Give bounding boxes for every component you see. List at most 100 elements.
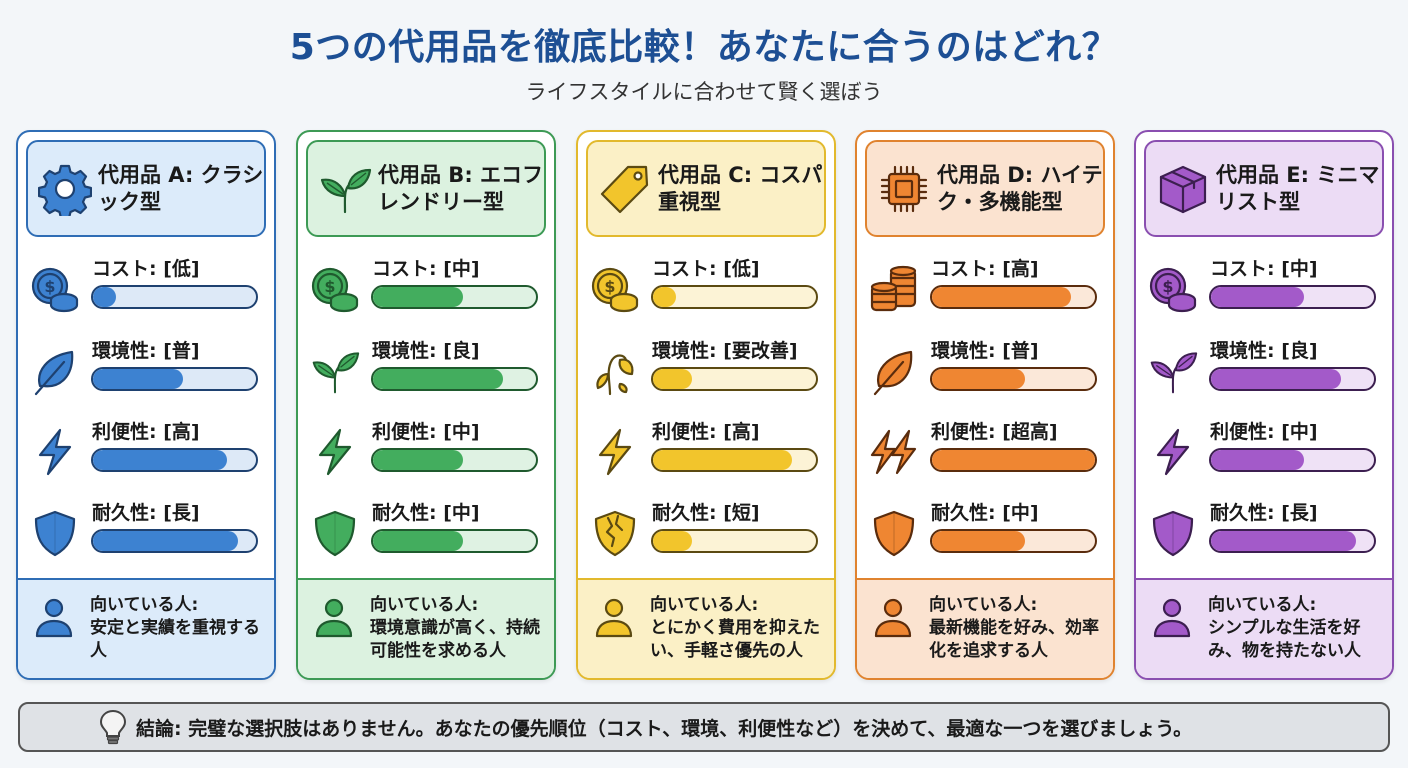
metric-row: $ コスト: [中] bbox=[1136, 254, 1392, 326]
rating-bar-fill bbox=[93, 369, 183, 389]
metric-label: 耐久性: [短] bbox=[652, 502, 760, 524]
svg-text:$: $ bbox=[324, 277, 335, 296]
rating-bar bbox=[1209, 285, 1376, 309]
wilted-plant-icon bbox=[590, 346, 640, 396]
metric-row: $ コスト: [低] bbox=[578, 254, 834, 326]
target-user-label: 向いている人: bbox=[370, 595, 479, 615]
card-title: 代用品 C: コスパ重視型 bbox=[658, 163, 823, 214]
card-title: 代用品 D: ハイテク・多機能型 bbox=[937, 163, 1103, 214]
card-header: 代用品 D: ハイテク・多機能型 bbox=[865, 140, 1105, 237]
rating-bar-fill bbox=[93, 287, 116, 307]
box-icon bbox=[1156, 162, 1210, 216]
rating-bar-fill bbox=[1211, 450, 1304, 470]
rating-bar bbox=[651, 367, 818, 391]
metric-label: 環境性: [要改善] bbox=[652, 340, 798, 362]
sprout-icon bbox=[1148, 346, 1198, 396]
target-user-text: シンプルな生活を好み、物を持たない人 bbox=[1208, 617, 1361, 661]
coin-stack-icon bbox=[869, 264, 919, 314]
metric-label: 耐久性: [中] bbox=[931, 502, 1039, 524]
shield-icon bbox=[30, 508, 80, 558]
metric-row: 耐久性: [短] bbox=[578, 498, 834, 570]
coins-icon: $ bbox=[30, 264, 80, 314]
target-user-section: 向いている人: 安定と実績を重視する人 bbox=[18, 578, 274, 678]
rating-bar-fill bbox=[373, 369, 504, 389]
metric-row: 環境性: [普] bbox=[18, 336, 274, 408]
card-header: 代用品 B: エコフレンドリー型 bbox=[306, 140, 546, 237]
page-title: 5つの代用品を徹底比較！あなたに合うのはどれ？ bbox=[289, 27, 1119, 68]
lightbulb-icon bbox=[99, 709, 127, 745]
metric-label: 耐久性: [中] bbox=[372, 502, 480, 524]
metric-row: 耐久性: [長] bbox=[1136, 498, 1392, 570]
rating-bar-fill bbox=[93, 531, 239, 551]
svg-text:$: $ bbox=[1162, 277, 1173, 296]
card-c: 代用品 C: コスパ重視型 $ コスト: [低] 環境性: [要改善] 利便性:… bbox=[576, 130, 836, 680]
card-a: 代用品 A: クラシック型 $ コスト: [低] 環境性: [普] 利便性: [… bbox=[16, 130, 276, 680]
metric-row: 利便性: [中] bbox=[298, 417, 554, 489]
metric-label: 環境性: [普] bbox=[931, 340, 1039, 362]
metric-label: 環境性: [良] bbox=[372, 340, 480, 362]
rating-bar bbox=[1209, 367, 1376, 391]
rating-bar bbox=[91, 529, 258, 553]
rating-bar bbox=[930, 367, 1097, 391]
target-user-section: 向いている人: とにかく費用を抑えたい、手軽さ優先の人 bbox=[578, 578, 834, 678]
metric-row: 耐久性: [中] bbox=[857, 498, 1113, 570]
rating-bar-fill bbox=[653, 369, 693, 389]
svg-text:$: $ bbox=[44, 277, 55, 296]
target-user-label: 向いている人: bbox=[929, 595, 1038, 615]
metric-label: コスト: [高] bbox=[931, 258, 1039, 280]
lightning-icon bbox=[30, 427, 80, 477]
metric-row: $ コスト: [中] bbox=[298, 254, 554, 326]
lightning-icon bbox=[1148, 427, 1198, 477]
metric-label: コスト: [中] bbox=[1210, 258, 1318, 280]
metric-row: コスト: [高] bbox=[857, 254, 1113, 326]
rating-bar bbox=[371, 529, 538, 553]
metric-label: 環境性: [良] bbox=[1210, 340, 1318, 362]
rating-bar bbox=[371, 367, 538, 391]
leaf-icon bbox=[869, 346, 919, 396]
conclusion-banner: 結論: 完璧な選択肢はありません。あなたの優先順位（コスト、環境、利便性など）を… bbox=[18, 702, 1390, 752]
rating-bar bbox=[91, 285, 258, 309]
person-icon bbox=[871, 596, 915, 640]
metric-label: 耐久性: [長] bbox=[1210, 502, 1318, 524]
metric-row: 環境性: [要改善] bbox=[578, 336, 834, 408]
target-user-section: 向いている人: 最新機能を好み、効率化を追求する人 bbox=[857, 578, 1113, 678]
rating-bar-fill bbox=[1211, 369, 1342, 389]
metric-label: コスト: [低] bbox=[652, 258, 760, 280]
metric-label: 利便性: [中] bbox=[1210, 421, 1318, 443]
metric-label: 利便性: [中] bbox=[372, 421, 480, 443]
coins-icon: $ bbox=[590, 264, 640, 314]
rating-bar-fill bbox=[932, 369, 1025, 389]
target-user-text: 環境意識が高く、持続可能性を求める人 bbox=[370, 617, 540, 661]
rating-bar bbox=[91, 367, 258, 391]
rating-bar bbox=[1209, 529, 1376, 553]
target-user-label: 向いている人: bbox=[90, 595, 199, 615]
metric-label: 利便性: [高] bbox=[92, 421, 200, 443]
metric-label: 環境性: [普] bbox=[92, 340, 200, 362]
target-user-label: 向いている人: bbox=[650, 595, 759, 615]
metric-label: 利便性: [高] bbox=[652, 421, 760, 443]
card-title: 代用品 E: ミニマリスト型 bbox=[1216, 163, 1380, 214]
card-e: 代用品 E: ミニマリスト型 $ コスト: [中] 環境性: [良] 利便性: … bbox=[1134, 130, 1394, 680]
card-title: 代用品 A: クラシック型 bbox=[98, 163, 264, 214]
target-user-text: 最新機能を好み、効率化を追求する人 bbox=[929, 617, 1099, 661]
card-title: 代用品 B: エコフレンドリー型 bbox=[378, 163, 544, 214]
rating-bar bbox=[91, 448, 258, 472]
sprout-icon bbox=[310, 346, 360, 396]
lightning-icon bbox=[590, 427, 640, 477]
rating-bar bbox=[371, 448, 538, 472]
target-user-label: 向いている人: bbox=[1208, 595, 1317, 615]
rating-bar-fill bbox=[373, 531, 463, 551]
leaf-icon bbox=[30, 346, 80, 396]
metric-row: 環境性: [良] bbox=[298, 336, 554, 408]
rating-bar-fill bbox=[932, 287, 1071, 307]
shield-icon bbox=[310, 508, 360, 558]
rating-bar-fill bbox=[1211, 531, 1357, 551]
rating-bar-fill bbox=[93, 450, 227, 470]
page-subtitle: ライフスタイルに合わせて賢く選ぼう bbox=[525, 80, 883, 104]
metric-row: 耐久性: [中] bbox=[298, 498, 554, 570]
rating-bar bbox=[371, 285, 538, 309]
chip-icon bbox=[877, 162, 931, 216]
double-lightning-icon bbox=[869, 427, 919, 477]
rating-bar bbox=[651, 448, 818, 472]
coins-icon: $ bbox=[310, 264, 360, 314]
